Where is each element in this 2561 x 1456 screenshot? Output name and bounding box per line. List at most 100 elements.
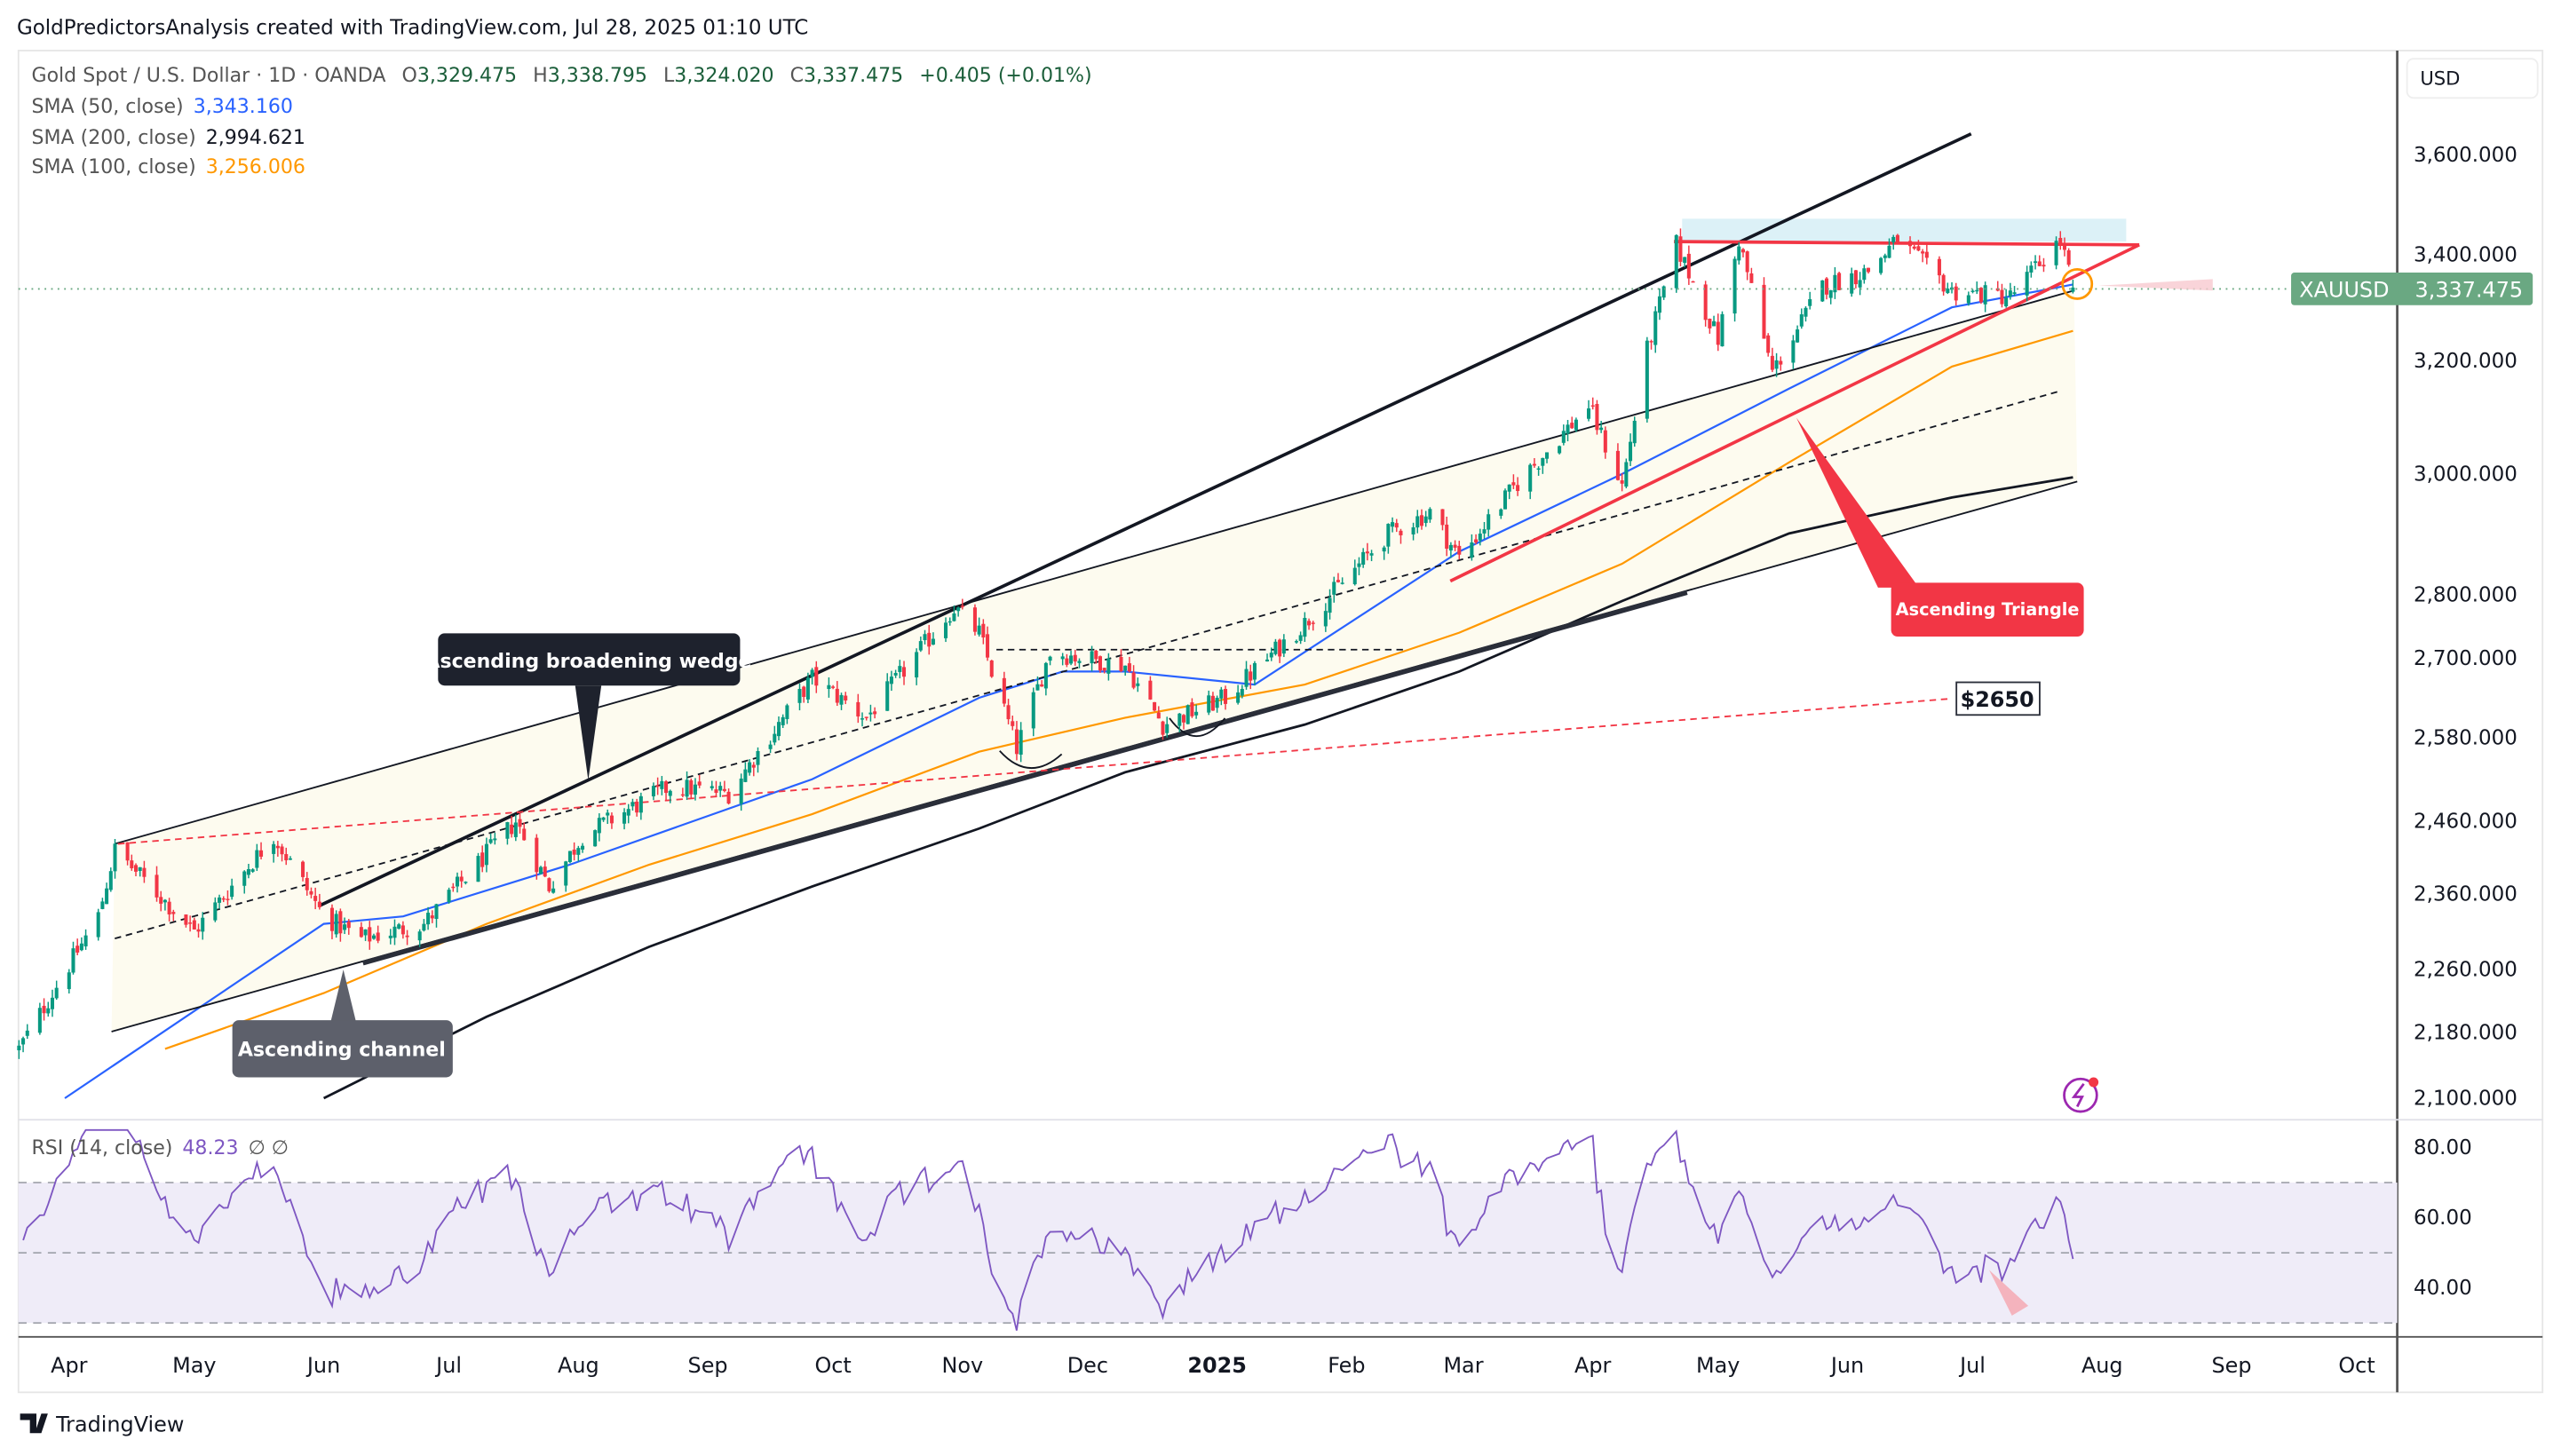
attribution: GoldPredictorsAnalysis created with Trad… <box>17 17 808 40</box>
candle <box>635 798 639 817</box>
candle-body <box>831 686 836 688</box>
candle <box>226 890 230 906</box>
candle <box>1102 668 1106 674</box>
candle-body <box>218 897 222 903</box>
candle-body <box>2066 249 2071 265</box>
candle <box>1691 281 1695 283</box>
candle-body <box>100 901 105 909</box>
candle-body <box>1223 689 1228 704</box>
candle <box>284 847 289 866</box>
rsi-axis[interactable]: 80.00 60.00 40.00 <box>2414 1136 2472 1300</box>
candle <box>1423 510 1428 527</box>
candle-body <box>726 791 731 804</box>
candle <box>1185 704 1190 724</box>
triangle-top-line[interactable] <box>1674 240 2140 247</box>
candle-body <box>868 712 873 715</box>
candle-body <box>451 886 456 889</box>
candle-body <box>1119 657 1123 671</box>
price-tick: 3,400.000 <box>2414 244 2517 267</box>
candle-body <box>476 856 480 882</box>
candle <box>1503 488 1508 510</box>
candle <box>400 921 405 939</box>
candle <box>1561 424 1566 446</box>
candle-body <box>359 927 363 938</box>
candle <box>1766 333 1771 357</box>
candle-body <box>1649 341 1653 343</box>
candle <box>1474 534 1479 544</box>
wedge-upper-line[interactable] <box>318 132 1972 908</box>
candle-body <box>885 681 890 711</box>
price-tick: 2,580.000 <box>2414 727 2517 750</box>
candle <box>1386 523 1391 554</box>
high-value: 3,338.795 <box>548 65 647 87</box>
candle-body <box>567 851 572 862</box>
channel-callout[interactable]: Ascending channel <box>232 969 453 1078</box>
candle-body <box>1791 340 1796 363</box>
candle <box>242 870 247 894</box>
candle <box>1570 416 1574 430</box>
last-price-value: 3,337.475 <box>2415 278 2524 303</box>
candle <box>25 1024 29 1040</box>
candle-body <box>2000 289 2004 305</box>
triangle-bottom-line[interactable] <box>1449 243 2140 583</box>
channel-mid-line[interactable] <box>115 391 2058 940</box>
triangle-callout[interactable]: Ascending Triangle <box>1796 417 2084 637</box>
time-tick: Jun <box>1829 1353 1864 1378</box>
candle-body <box>1924 251 1929 258</box>
level-label[interactable]: $2650 <box>1955 681 2041 716</box>
candle <box>171 909 176 922</box>
candle <box>1394 518 1399 533</box>
price-axis[interactable]: 3,600.000 3,400.000 3,200.000 3,000.000 2,80… <box>2414 144 2517 1110</box>
candle <box>280 843 284 862</box>
candle-body <box>1219 689 1224 699</box>
wedge-lower-line[interactable] <box>361 590 1688 966</box>
candle-body <box>2042 265 2046 267</box>
candle-body <box>1507 484 1511 492</box>
price-tick: 2,260.000 <box>2414 959 2517 982</box>
candle <box>1294 639 1298 645</box>
sma100-line <box>164 329 2073 1050</box>
candle <box>359 922 363 938</box>
time-axis[interactable]: Apr May Jun Jul Aug Sep Oct Nov Dec 2025 Feb Mar Apr… <box>51 1353 2375 1378</box>
candle-body <box>159 897 163 904</box>
candle <box>1737 241 1741 265</box>
candle <box>163 898 167 911</box>
candle-body <box>317 901 321 907</box>
candle <box>368 921 372 950</box>
candle <box>655 777 660 795</box>
symbol-title: Gold Spot / U.S. Dollar · 1D · OANDA <box>31 65 385 87</box>
candle <box>37 1002 42 1035</box>
level-2650-line[interactable] <box>117 697 1952 845</box>
tradingview-logo[interactable]: TradingView <box>20 1412 185 1436</box>
candle <box>1043 661 1048 696</box>
trend-lines <box>111 132 2140 1033</box>
candle-body <box>2008 290 2012 297</box>
candle <box>1858 272 1862 296</box>
candle <box>1678 228 1683 267</box>
candle-body <box>1156 712 1161 719</box>
candle-body <box>1294 641 1298 643</box>
wedge-callout[interactable]: Ascending broadening wedge <box>424 633 751 780</box>
candle <box>718 781 723 797</box>
lightning-icon[interactable] <box>2063 1077 2099 1113</box>
close-value: 3,337.475 <box>804 65 903 87</box>
candle <box>288 856 292 860</box>
candle-body <box>1210 695 1215 711</box>
candle <box>714 780 718 798</box>
candle <box>1382 545 1386 560</box>
open-label: O <box>402 65 417 87</box>
candle-body <box>1907 241 1913 247</box>
candle-body <box>1123 665 1128 671</box>
candle <box>464 881 468 885</box>
candle-body <box>138 866 142 872</box>
channel-upper-line[interactable] <box>115 289 2074 845</box>
currency-label: USD <box>2420 67 2460 90</box>
currency-button[interactable] <box>2406 58 2539 99</box>
candle <box>1098 655 1103 673</box>
candle-body <box>1249 671 1253 681</box>
candle-body <box>1762 284 1766 339</box>
candle-body <box>184 914 188 925</box>
candle-body <box>1799 314 1804 327</box>
candle-body <box>275 845 280 849</box>
